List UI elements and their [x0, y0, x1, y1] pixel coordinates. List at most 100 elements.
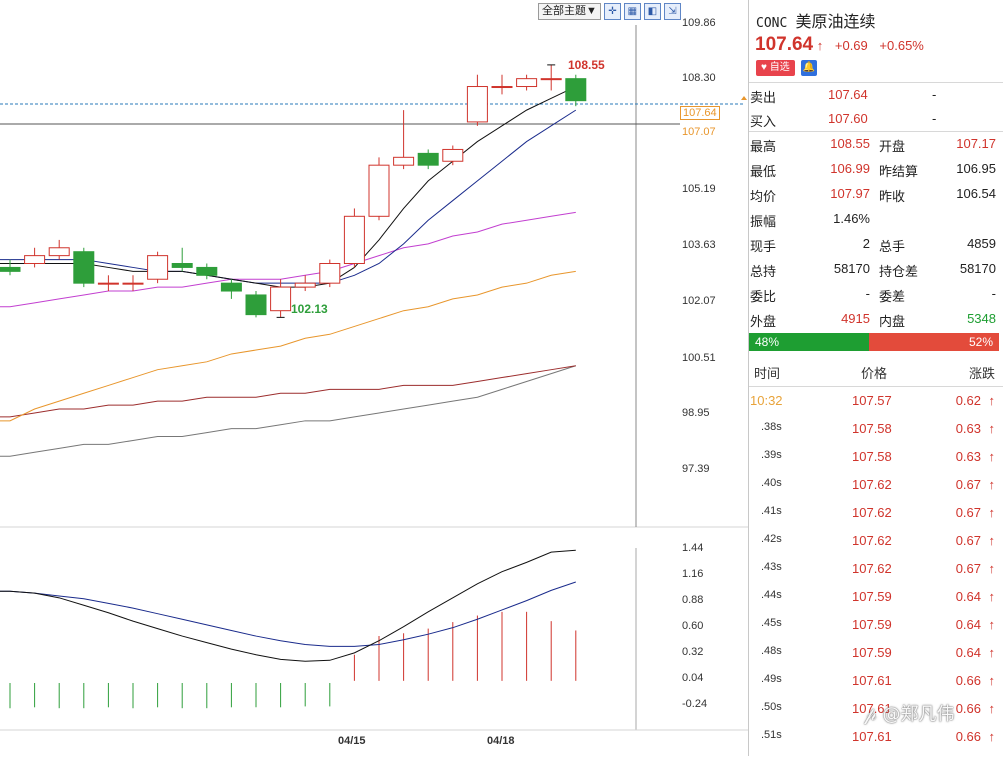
price-change-pct: +0.65%	[879, 38, 924, 53]
indicator-axis-tick-label: -0.24	[682, 698, 708, 710]
sell-ratio: 52%	[869, 333, 999, 351]
tick-row: .45s 107.59 0.64 ↑	[761, 617, 995, 632]
candle-body	[48, 247, 70, 257]
ma-gray-line	[0, 365, 576, 457]
ticks-header-change: 涨跌	[969, 366, 996, 381]
low-annotation: 102.13	[291, 302, 328, 316]
candle	[294, 275, 316, 292]
buy-sell-ratio-bar: 48% 52%	[749, 333, 999, 351]
candle-body	[491, 86, 513, 89]
price-marker-icon	[741, 96, 747, 100]
candle	[97, 275, 119, 292]
candle-body	[319, 263, 341, 284]
candle-body	[368, 164, 390, 217]
candle-body	[220, 282, 242, 292]
candle	[393, 110, 415, 170]
last-price: 107.64	[755, 34, 814, 55]
candle-body	[270, 286, 292, 312]
alert-bell-icon[interactable]: 🔔	[800, 60, 817, 76]
quote-title: CONC 美原油连续	[756, 8, 876, 32]
tick-row: .43s 107.62 0.67 ↑	[761, 561, 995, 576]
candle-body	[393, 156, 415, 166]
macd-dif-line	[0, 549, 576, 662]
ticks-header-price: 价格	[861, 366, 888, 381]
price-chart[interactable]	[0, 0, 748, 756]
indicator-axis-tick-label: 1.44	[682, 542, 704, 554]
candle-body	[540, 78, 562, 81]
left-arrow-icon[interactable]: ◧	[643, 2, 661, 20]
indicator-axis-tick-label: 0.60	[682, 620, 704, 632]
candle-body	[196, 266, 218, 276]
candle	[48, 239, 70, 260]
candle-body	[122, 282, 144, 285]
symbol: CONC	[756, 16, 788, 31]
y-axis-tick-label: 100.51	[682, 352, 716, 364]
up-arrow-icon: ↑	[816, 38, 824, 53]
crosshair-icon[interactable]: ✛	[603, 2, 621, 20]
theme-select[interactable]: 全部主题▼	[538, 2, 601, 20]
ma-brown-line	[0, 365, 576, 418]
price-change: +0.69	[834, 38, 868, 53]
candle	[220, 279, 242, 299]
candle	[73, 247, 95, 288]
tick-row: .38s 107.58 0.63 ↑	[761, 421, 995, 436]
candle	[24, 247, 46, 268]
candle-body	[294, 282, 316, 288]
candle	[171, 247, 193, 272]
y-axis-tick-label: 103.63	[682, 239, 716, 251]
y-axis-tick-label: 102.07	[682, 295, 716, 307]
y-axis-tick-label: 105.19	[682, 183, 716, 195]
tick-row: .42s 107.62 0.67 ↑	[761, 533, 995, 548]
y-axis-tick-label: 97.39	[682, 463, 710, 475]
tick-row: .44s 107.59 0.64 ↑	[761, 589, 995, 604]
candle-body	[516, 78, 538, 88]
quote-panel: CONC 美原油连续 107.64 ↑ +0.69 +0.65% ♥ 自选 🔔 …	[749, 0, 1003, 756]
candle-body	[24, 255, 46, 264]
candle	[565, 74, 587, 107]
tick-row: .49s 107.61 0.66 ↑	[761, 673, 995, 688]
ticks-header-time: 时间	[754, 366, 781, 381]
x-axis-tick-label: 04/18	[487, 735, 515, 747]
tick-row: .48s 107.59 0.64 ↑	[761, 645, 995, 660]
candle	[516, 74, 538, 91]
candle	[491, 74, 513, 95]
candle-body	[565, 78, 587, 102]
contract-name: 美原油连续	[795, 12, 876, 31]
indicator-axis-tick-label: 0.04	[682, 672, 704, 684]
y-axis-tick-label: 108.30	[682, 72, 716, 84]
tick-row: .51s 107.61 0.66 ↑	[761, 729, 995, 744]
tick-row: .50s 107.61 0.66 ↑	[761, 701, 995, 716]
ma-orange-line	[0, 270, 576, 422]
candle	[147, 251, 169, 284]
chart-toolbar: 全部主题▼ ✛ ▦ ◧ ⇲	[538, 2, 681, 20]
tick-row: .41s 107.62 0.67 ↑	[761, 505, 995, 520]
cursor-price-tag: 107.07	[682, 126, 716, 138]
candle-body	[171, 263, 193, 268]
buy-ratio: 48%	[749, 333, 869, 351]
move-icon[interactable]: ⇲	[663, 2, 681, 20]
candle-body	[466, 86, 488, 123]
tick-row: 10:32 107.57 0.62 ↑	[750, 393, 995, 408]
watermark: 𝓅 @郑凡伟	[864, 704, 955, 725]
candle-body	[0, 266, 21, 272]
candle	[442, 145, 464, 166]
tick-row: .39s 107.58 0.63 ↑	[761, 449, 995, 464]
candle	[466, 74, 488, 126]
indicator-axis-tick-label: 0.88	[682, 594, 704, 606]
add-favorite-button[interactable]: ♥ 自选	[756, 60, 795, 76]
macd-dea-line	[0, 581, 576, 647]
y-axis-tick-label: 109.86	[682, 17, 716, 29]
candle	[245, 291, 267, 318]
candle-body	[442, 148, 464, 162]
grid-icon[interactable]: ▦	[623, 2, 641, 20]
candle	[368, 157, 390, 221]
candle	[196, 263, 218, 280]
y-axis-tick-label: 98.95	[682, 407, 710, 419]
candle-body	[245, 294, 267, 316]
chart-panel[interactable]: 全部主题▼ ✛ ▦ ◧ ⇲ 109.86 108.30 105.19 103.63 10…	[0, 0, 749, 756]
candle	[270, 279, 292, 318]
candle	[417, 149, 439, 170]
indicator-axis-tick-label: 0.32	[682, 646, 704, 658]
candle	[540, 64, 562, 91]
current-price-tag: 107.64	[680, 106, 720, 120]
